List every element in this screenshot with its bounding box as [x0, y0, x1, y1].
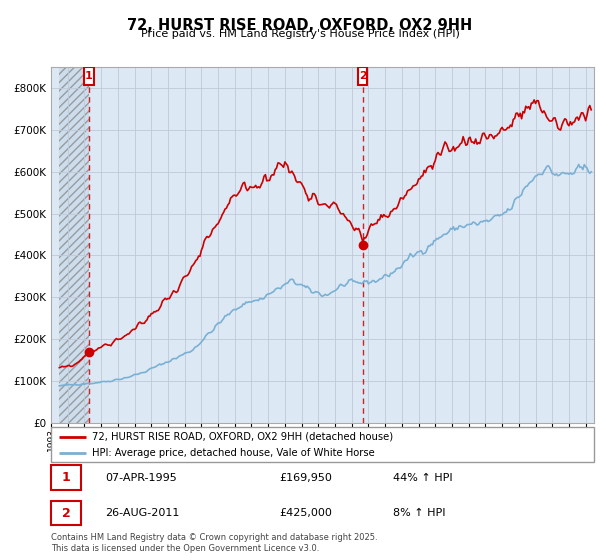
Text: 1: 1 [85, 71, 93, 81]
Text: Price paid vs. HM Land Registry's House Price Index (HPI): Price paid vs. HM Land Registry's House … [140, 29, 460, 39]
Bar [51, 465, 81, 490]
Text: 2: 2 [62, 507, 70, 520]
Text: £425,000: £425,000 [279, 508, 332, 518]
Text: 72, HURST RISE ROAD, OXFORD, OX2 9HH: 72, HURST RISE ROAD, OXFORD, OX2 9HH [127, 18, 473, 33]
Text: 07-APR-1995: 07-APR-1995 [106, 473, 177, 483]
Bar [85, 67, 94, 85]
Text: 72, HURST RISE ROAD, OXFORD, OX2 9HH (detached house): 72, HURST RISE ROAD, OXFORD, OX2 9HH (de… [92, 432, 393, 442]
Text: 8% ↑ HPI: 8% ↑ HPI [393, 508, 446, 518]
Bar [51, 501, 81, 525]
Text: 26-AUG-2011: 26-AUG-2011 [106, 508, 179, 518]
Text: Contains HM Land Registry data © Crown copyright and database right 2025.
This d: Contains HM Land Registry data © Crown c… [51, 533, 377, 553]
Bar [59, 67, 89, 423]
Text: 44% ↑ HPI: 44% ↑ HPI [393, 473, 453, 483]
Text: HPI: Average price, detached house, Vale of White Horse: HPI: Average price, detached house, Vale… [92, 448, 374, 458]
Text: 1: 1 [62, 471, 70, 484]
Text: 2: 2 [359, 71, 367, 81]
Bar [358, 67, 367, 85]
Text: £169,950: £169,950 [279, 473, 332, 483]
